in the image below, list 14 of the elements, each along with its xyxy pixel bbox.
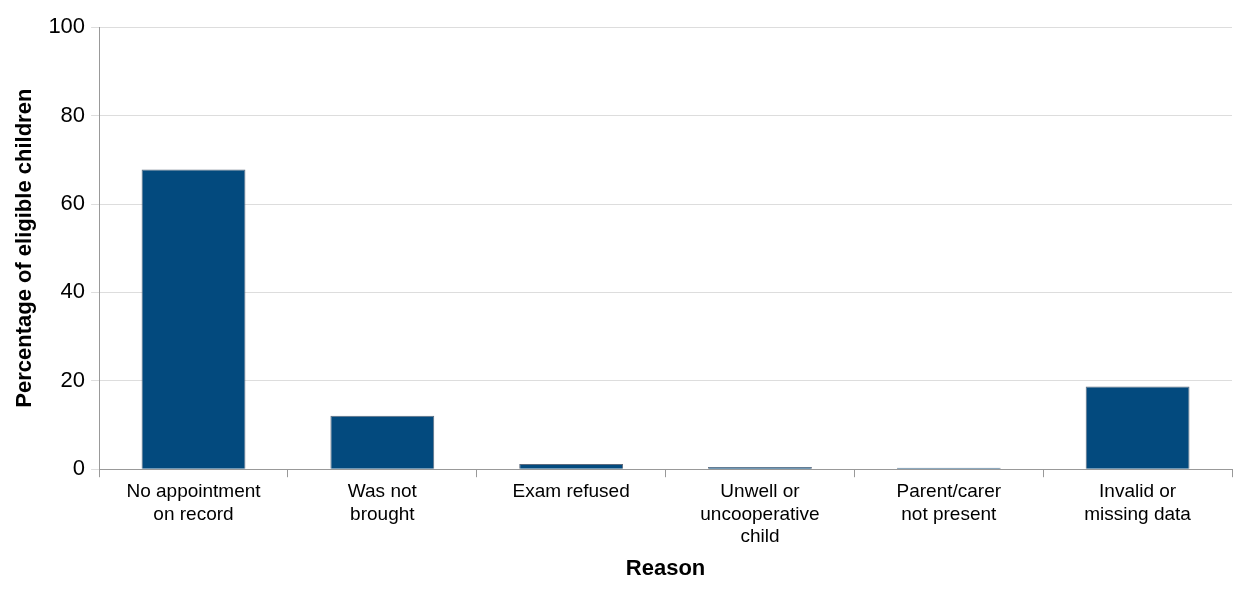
y-tick-label: 60 [60, 190, 86, 216]
x-tick-label: Unwell or uncooperative child [700, 479, 820, 547]
y-tick-label: 40 [60, 278, 86, 304]
x-tick-label: Invalid or missing data [1084, 479, 1192, 524]
x-tick-label: Was not brought [347, 479, 418, 524]
x-axis-title: Reason [625, 554, 706, 580]
y-tick-label: 20 [60, 366, 86, 392]
y-tick-label: 0 [72, 455, 86, 481]
x-tick-label: No appointment on record [126, 479, 262, 524]
y-axis-title: Percentage of eligible children [11, 88, 37, 408]
x-tick-label: Parent/carer not present [896, 479, 1002, 524]
y-tick-label: 100 [48, 13, 86, 39]
y-tick-label: 80 [60, 101, 86, 127]
x-tick-label: Exam refused [512, 479, 630, 501]
